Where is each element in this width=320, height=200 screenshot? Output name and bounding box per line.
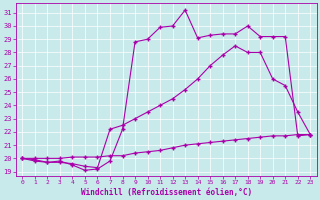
X-axis label: Windchill (Refroidissement éolien,°C): Windchill (Refroidissement éolien,°C) [81,188,252,197]
